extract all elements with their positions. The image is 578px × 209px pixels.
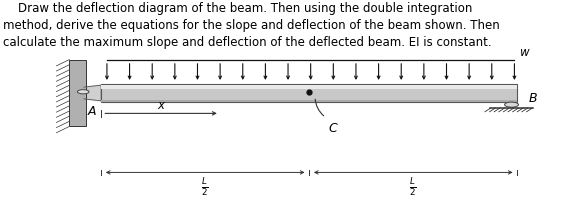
Bar xyxy=(101,100,517,102)
Circle shape xyxy=(505,102,518,107)
Text: A: A xyxy=(88,105,97,118)
Circle shape xyxy=(77,90,89,94)
Text: $\frac{L}{2}$: $\frac{L}{2}$ xyxy=(201,176,209,198)
Bar xyxy=(101,84,517,102)
Bar xyxy=(69,60,86,126)
Text: w: w xyxy=(520,46,530,59)
Text: C: C xyxy=(329,122,338,135)
Text: Draw the deflection diagram of the beam. Then using the double integration
metho: Draw the deflection diagram of the beam.… xyxy=(3,2,499,49)
Text: x: x xyxy=(157,99,164,112)
Bar xyxy=(101,85,517,89)
Text: B: B xyxy=(529,92,538,105)
Text: $\frac{L}{2}$: $\frac{L}{2}$ xyxy=(409,176,417,198)
Polygon shape xyxy=(84,85,101,101)
